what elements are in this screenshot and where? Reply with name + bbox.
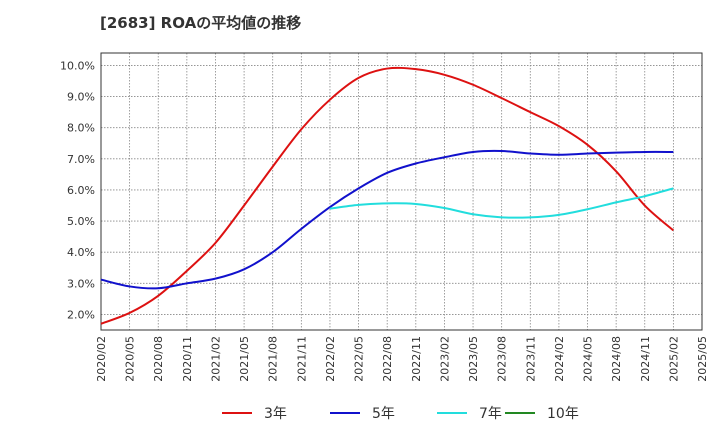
legend: 3年 5年 7年 10年 (222, 406, 579, 422)
y-tick-label: 2.0% (67, 308, 95, 321)
x-tick-label: 2020/05 (124, 336, 137, 382)
y-tick-label: 7.0% (67, 153, 95, 166)
x-tick-label: 2022/02 (324, 336, 337, 382)
series-line-0 (100, 66, 675, 325)
y-tick-label: 9.0% (67, 91, 95, 104)
series-line-2 (329, 187, 674, 219)
x-tick-label: 2023/11 (524, 336, 537, 382)
x-tick-label: 2023/02 (438, 336, 451, 382)
x-tick-label: 2024/08 (610, 336, 623, 382)
x-tick-label: 2024/02 (553, 336, 566, 382)
x-tick-label: 2023/08 (496, 336, 509, 382)
x-tick-label: 2024/11 (639, 336, 652, 382)
y-tick-label: 10.0% (60, 59, 95, 72)
x-tick-label: 2024/05 (582, 336, 595, 382)
series-lines (100, 66, 675, 325)
x-tick-label: 2020/11 (181, 336, 194, 382)
y-tick-label: 6.0% (67, 184, 95, 197)
x-tick-label: 2023/05 (467, 336, 480, 382)
chart-title: [2683] ROAの平均値の推移 (100, 14, 302, 32)
series-line-1 (100, 149, 674, 290)
legend-label: 10年 (547, 406, 579, 422)
plot-frame (100, 52, 703, 331)
y-axis-ticks: 2.0% 3.0% 4.0% 5.0% 6.0% 7.0% 8.0% 9.0% 10.0% (60, 59, 95, 321)
grid-lines (100, 53, 703, 330)
x-tick-label: 2020/02 (95, 336, 108, 382)
legend-label: 7年 (479, 406, 502, 422)
y-tick-label: 8.0% (67, 122, 95, 135)
x-tick-label: 2022/08 (381, 336, 394, 382)
x-tick-label: 2020/08 (152, 336, 165, 382)
legend-label: 3年 (264, 406, 287, 422)
y-tick-label: 4.0% (67, 246, 95, 259)
y-tick-label: 3.0% (67, 277, 95, 290)
y-tick-label: 5.0% (67, 215, 95, 228)
x-tick-label: 2021/05 (238, 336, 251, 382)
x-axis-ticks: 2020/02 2020/05 2020/08 2020/11 2021/02 2021/… (95, 336, 709, 382)
x-tick-label: 2021/11 (295, 336, 308, 382)
legend-label: 5年 (372, 406, 395, 422)
x-tick-label: 2022/05 (353, 336, 366, 382)
x-tick-label: 2025/05 (696, 336, 709, 382)
x-tick-label: 2022/11 (410, 336, 423, 382)
x-tick-label: 2021/08 (267, 336, 280, 382)
x-tick-label: 2025/02 (667, 336, 680, 382)
x-tick-label: 2021/02 (209, 336, 222, 382)
